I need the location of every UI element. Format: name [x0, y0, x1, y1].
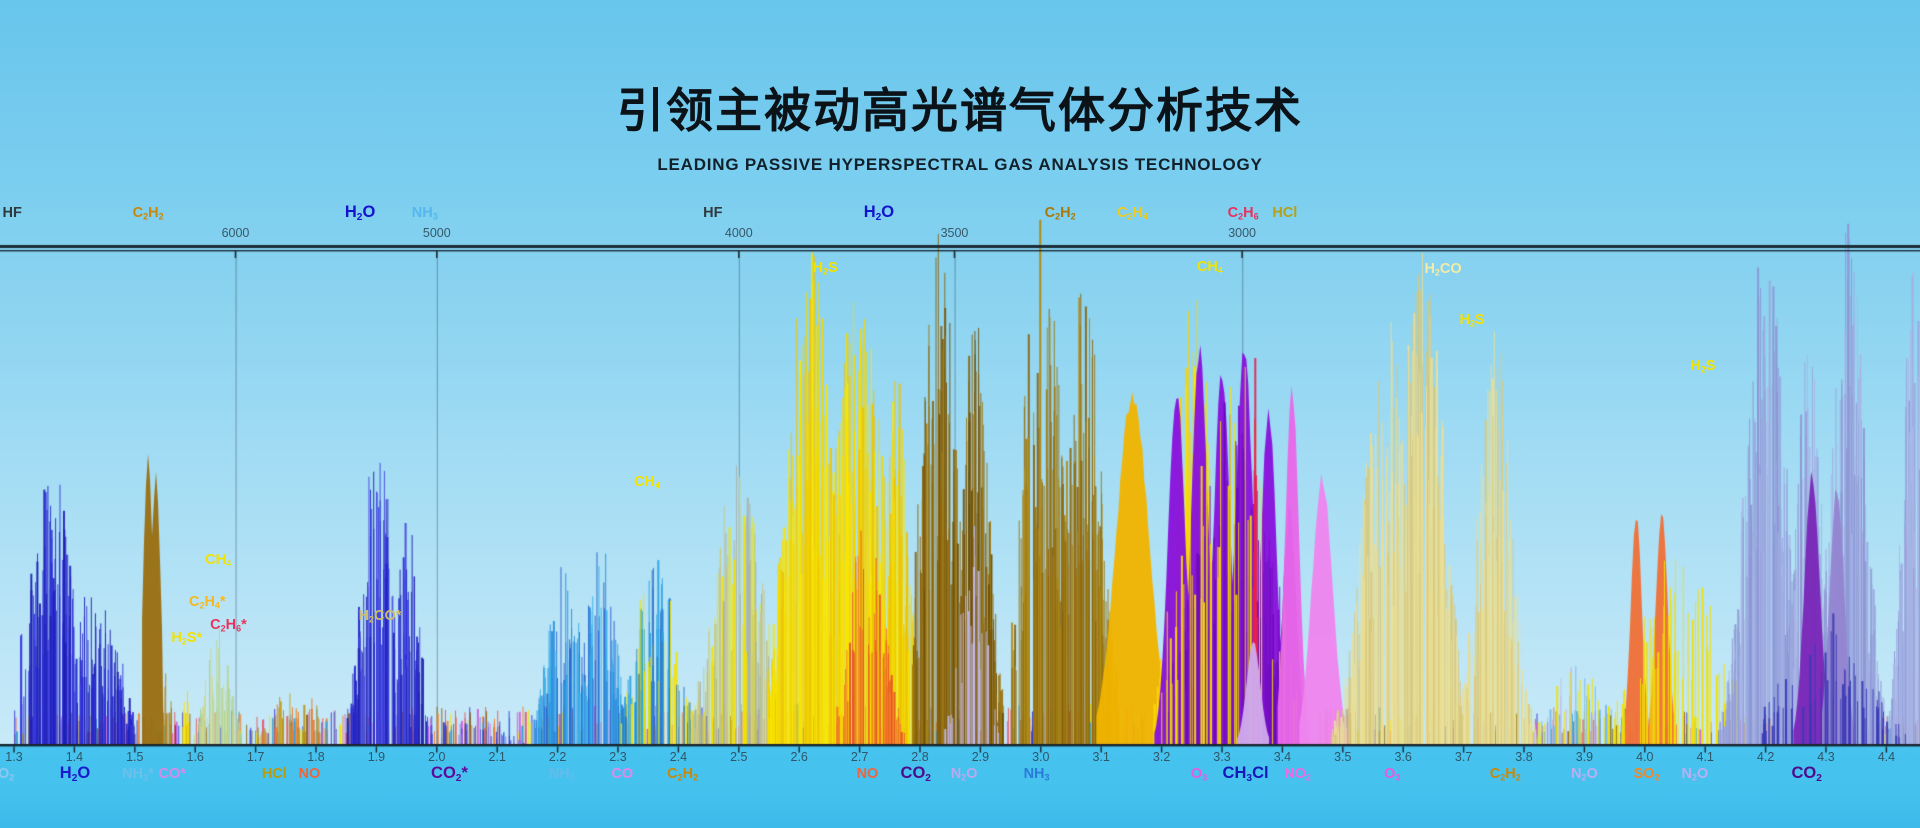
bottom-axis-tick-label-1.4: 1.4 — [65, 750, 84, 764]
species-label-ch3cl: CH3Cl — [1222, 764, 1269, 785]
species-label-co: CO — [611, 766, 634, 782]
bottom-axis-tick-label-3.8: 3.8 — [1515, 750, 1533, 764]
species-label-no2: NO2 — [1284, 766, 1311, 783]
species-label-c2h2: C2H2 — [132, 205, 164, 222]
bottom-axis-tick-label-4.3: 4.3 — [1817, 750, 1835, 764]
bottom-axis-tick-label-2.2: 2.2 — [548, 750, 567, 764]
page-title: 引领主被动高光谱气体分析技术 — [617, 84, 1303, 137]
bottom-axis-tick-label-3.1: 3.1 — [1092, 750, 1110, 764]
top-axis-tick-label-3000: 3000 — [1228, 226, 1257, 240]
plot-species-label-ch4: CH4 — [205, 552, 232, 569]
species-label-so2: SO2 — [1633, 766, 1660, 783]
species-label-no: NO — [298, 766, 321, 782]
top-axis-tick-label-6000: 6000 — [221, 226, 250, 240]
species-label-hcl: HCl — [261, 766, 287, 782]
bottom-axis-tick-label-3.5: 3.5 — [1334, 750, 1352, 764]
plot-species-label-h2co: H2CO — [1424, 261, 1462, 278]
plot-species-label-ch4: CH4 — [1196, 259, 1223, 276]
plot-species-label-h2s: H2S — [1459, 312, 1485, 329]
species-label-hf: HF — [2, 205, 22, 221]
page-subtitle: LEADING PASSIVE HYPERSPECTRAL GAS ANALYS… — [657, 155, 1263, 174]
plot-species-label-c2h6: C2H6* — [210, 617, 247, 634]
plot-species-label-h2s: H2S* — [171, 630, 203, 647]
species-label-nh3: NH3 — [411, 205, 438, 222]
species-label-o2: O2 — [0, 766, 15, 783]
bottom-axis-tick-label-2.1: 2.1 — [488, 750, 506, 764]
bottom-axis-tick-label-3.2: 3.2 — [1152, 750, 1171, 764]
species-label-n2o: N2O — [950, 766, 978, 783]
bottom-axis-tick-label-3.7: 3.7 — [1454, 750, 1473, 764]
top-axis-tick-label-5000: 5000 — [422, 226, 451, 240]
bottom-axis-tick-label-3.6: 3.6 — [1394, 750, 1412, 764]
species-label-no: NO — [856, 766, 879, 782]
bottom-axis-tick-label-2.8: 2.8 — [911, 750, 929, 764]
bottom-axis-tick-label-1.5: 1.5 — [126, 750, 144, 764]
plot-species-label-c2h4: C2H4* — [188, 594, 226, 611]
species-label-hf: HF — [703, 205, 723, 221]
bottom-axis-tick-label-1.3: 1.3 — [5, 750, 23, 764]
species-label-co2: CO2 — [1791, 764, 1822, 785]
bottom-axis-tick-label-3.3: 3.3 — [1213, 750, 1231, 764]
plot-species-label-h2s: H2S — [812, 260, 838, 277]
species-label-c2h4: C2H4 — [1117, 205, 1149, 222]
bottom-axis-tick-label-2.5: 2.5 — [730, 750, 748, 764]
bottom-axis-tick-label-1.8: 1.8 — [307, 750, 325, 764]
bottom-axis-tick-label-2.0: 2.0 — [428, 750, 446, 764]
bottom-axis-tick-label-3.9: 3.9 — [1575, 750, 1594, 764]
species-label-co2: CO2 — [900, 764, 931, 785]
species-label-c2h2: C2H2 — [1044, 205, 1076, 222]
bottom-axis-tick-label-2.7: 2.7 — [850, 750, 869, 764]
species-label-nh3: NH3* — [122, 766, 154, 783]
species-label-nh3: NH3 — [548, 766, 575, 783]
bottom-axis-tick-label-2.9: 2.9 — [971, 750, 990, 764]
species-label-c2h2: C2H2 — [667, 766, 699, 783]
plot-species-label-ch4: CH4 — [634, 474, 660, 491]
bottom-axis-tick-label-1.9: 1.9 — [367, 750, 386, 764]
species-label-o3: O3 — [1384, 766, 1401, 783]
bottom-axis-tick-label-2.3: 2.3 — [609, 750, 627, 764]
top-axis-tick-label-3500: 3500 — [940, 226, 969, 240]
bottom-axis-tick-label-1.7: 1.7 — [246, 750, 265, 764]
bottom-axis-tick-label-4.0: 4.0 — [1636, 750, 1654, 764]
species-label-h2o: H2O — [59, 764, 91, 785]
bottom-axis-tick-label-2.4: 2.4 — [669, 750, 688, 764]
species-label-hcl: HCl — [1272, 205, 1298, 221]
bottom-axis-tick-label-3.4: 3.4 — [1273, 750, 1292, 764]
bottom-axis-tick-label-4.4: 4.4 — [1877, 750, 1896, 764]
bottom-axis-tick-label-4.1: 4.1 — [1696, 750, 1714, 764]
species-label-c2h6: C2H6 — [1227, 205, 1259, 222]
species-label-n2o: N2O — [1571, 766, 1598, 783]
species-label-co2: CO2* — [431, 764, 468, 785]
species-label-c2h2: C2H2 — [1489, 766, 1521, 783]
plot-species-label-h2co: H2CO* — [358, 608, 402, 625]
species-label-h2o: H2O — [344, 203, 376, 224]
bottom-axis-tick-label-3.0: 3.0 — [1032, 750, 1050, 764]
species-label-n2o: N2O — [1681, 766, 1709, 783]
bottom-axis-tick-label-1.6: 1.6 — [186, 750, 204, 764]
species-label-h2o: H2O — [863, 203, 895, 224]
plot-species-label-h2s: H2S — [1690, 358, 1716, 375]
species-label-co: CO* — [158, 766, 186, 782]
species-label-o3: O3 — [1190, 766, 1208, 783]
bottom-axis-tick-label-4.2: 4.2 — [1756, 750, 1775, 764]
top-axis-tick-label-4000: 4000 — [724, 226, 753, 240]
species-label-nh3: NH3 — [1023, 766, 1050, 783]
bottom-axis-tick-label-2.6: 2.6 — [790, 750, 808, 764]
